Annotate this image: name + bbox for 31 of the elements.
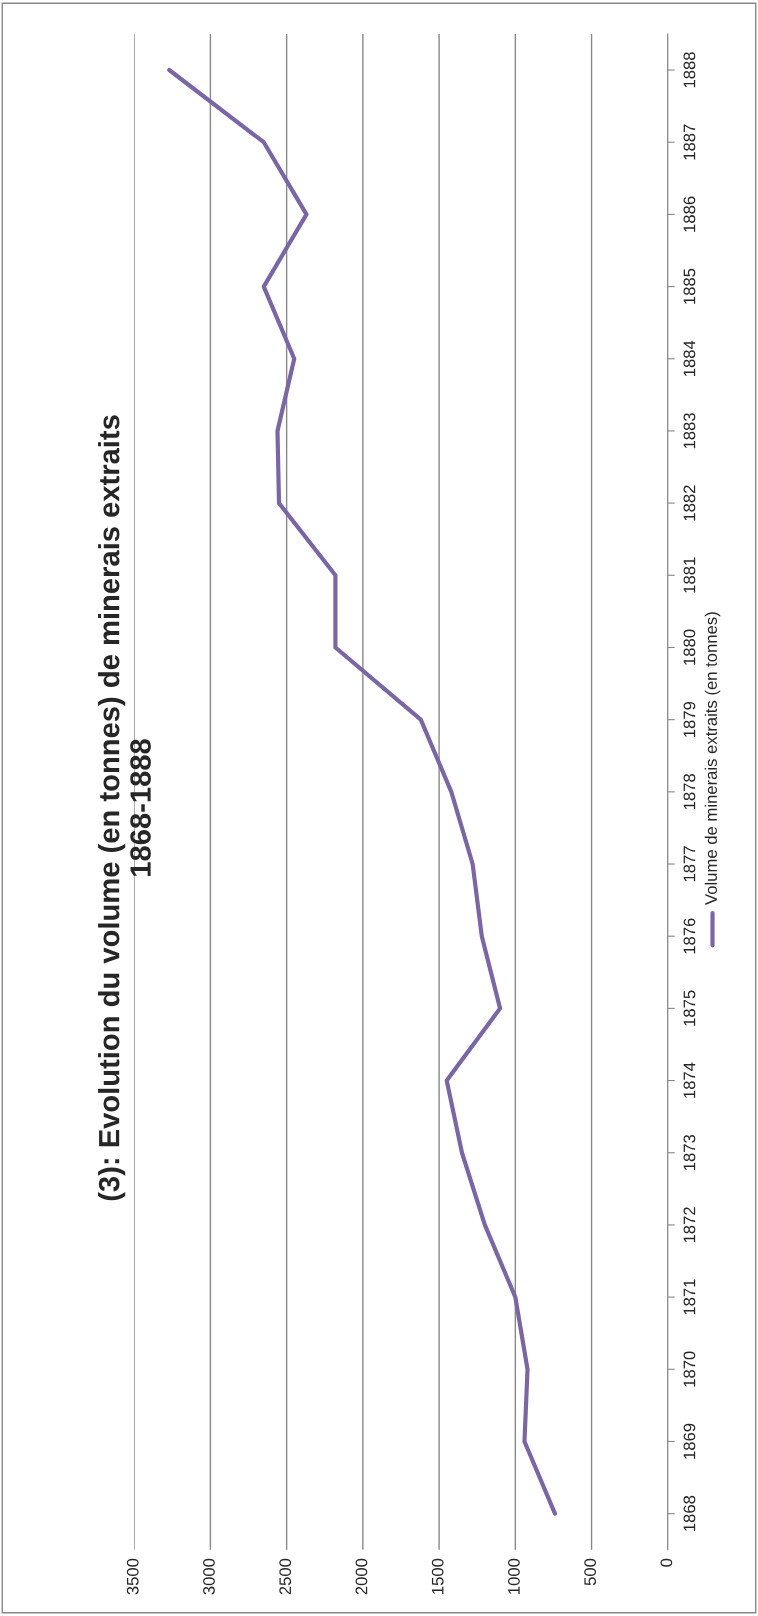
x-tick-label: 1500 bbox=[431, 1558, 444, 1594]
y-tick-label: 1877 bbox=[683, 846, 696, 882]
x-tick-label: 2500 bbox=[279, 1558, 292, 1595]
y-tick-label: 1872 bbox=[683, 1207, 696, 1243]
y-tick-label: 1871 bbox=[683, 1279, 696, 1315]
y-tick-label: 1875 bbox=[683, 990, 696, 1026]
text: (3): Evolution du volume (en tonnes) de minerais extraits 1868-1888 bbox=[98, 415, 151, 1201]
y-tick-label: 1880 bbox=[683, 629, 696, 665]
y-tick-label: 1887 bbox=[683, 124, 696, 160]
y-tick-label: 1879 bbox=[683, 701, 696, 737]
text: Volume de minerais extraits (en tonnes) bbox=[704, 612, 721, 905]
y-tick-label: 1876 bbox=[683, 918, 696, 954]
y-tick-label: 1883 bbox=[683, 413, 696, 449]
x-tick-label: 0 bbox=[660, 1558, 673, 1567]
x-tick-label: 1000 bbox=[508, 1558, 520, 1594]
y-tick-label: 1868 bbox=[683, 1495, 696, 1531]
y-tick-label: 1869 bbox=[683, 1423, 696, 1459]
y-tick-label: 1874 bbox=[683, 1062, 696, 1098]
x-tick-label: 3500 bbox=[126, 1558, 139, 1595]
y-tick-label: 1882 bbox=[683, 485, 696, 521]
y-tick-label: 1873 bbox=[683, 1134, 696, 1171]
y-tick-label: 1886 bbox=[683, 196, 696, 232]
y-tick-label: 1888 bbox=[683, 52, 696, 88]
x-tick-label: 3000 bbox=[203, 1558, 215, 1595]
x-tick-label: 2000 bbox=[355, 1558, 368, 1595]
y-tick-label: 1870 bbox=[683, 1351, 696, 1387]
x-tick-label: 500 bbox=[584, 1558, 597, 1586]
y-tick-label: 1881 bbox=[683, 557, 696, 593]
y-tick-label: 1884 bbox=[683, 340, 696, 377]
y-tick-label: 1878 bbox=[683, 774, 696, 810]
y-tick-label: 1885 bbox=[683, 268, 696, 304]
